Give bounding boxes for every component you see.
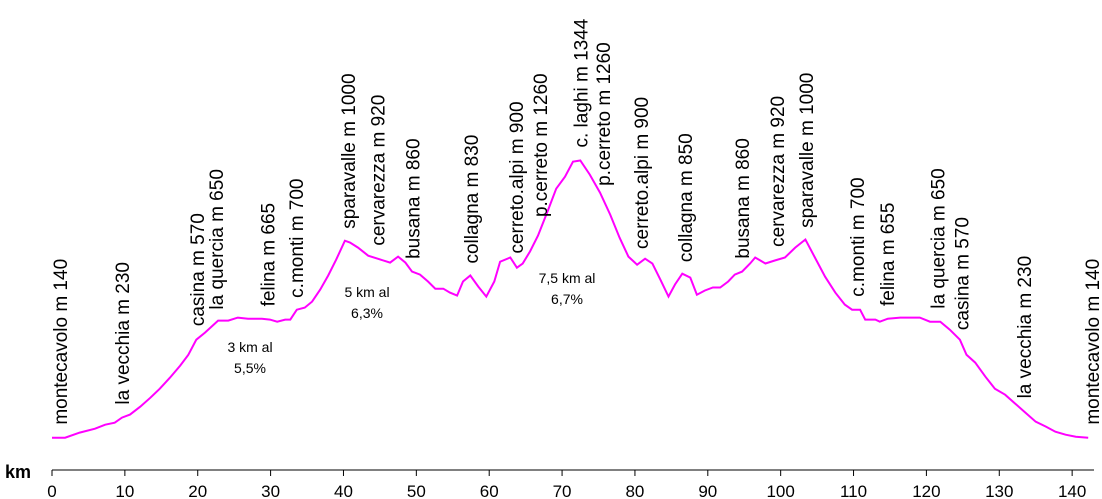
- grade-note: 5 km al: [344, 284, 389, 300]
- x-tick-label: 110: [840, 482, 867, 499]
- x-tick-label: 70: [553, 482, 572, 499]
- x-tick-label: 40: [334, 482, 353, 499]
- place-label: la vecchia m 230: [113, 262, 134, 405]
- x-tick-label: 100: [766, 482, 794, 499]
- x-tick-label: 50: [407, 482, 426, 499]
- place-label: collagna m 830: [462, 135, 483, 264]
- place-label: c.monti m 700: [287, 178, 308, 297]
- place-label: montecavolo m 140: [51, 259, 72, 425]
- place-label: sparavalle m 1000: [339, 73, 360, 228]
- place-label: casina m 570: [188, 213, 209, 326]
- place-label: cerreto.alpi m 900: [632, 97, 653, 249]
- place-label: la vecchia m 230: [1015, 256, 1036, 399]
- x-tick-label: 140: [1058, 482, 1086, 499]
- x-tick-label: 10: [115, 482, 134, 499]
- place-label: cervarezza m 920: [768, 96, 789, 247]
- place-label: collagna m 850: [676, 133, 697, 262]
- x-tick-label: 20: [188, 482, 207, 499]
- place-label: montecavolo m 140: [1083, 259, 1102, 425]
- x-tick-label: 90: [698, 482, 717, 499]
- place-label: la quercia m 650: [207, 169, 228, 309]
- x-tick-label: 0: [47, 482, 56, 499]
- x-tick-label: 30: [261, 482, 280, 499]
- grade-note: 7,5 km al: [539, 270, 596, 286]
- place-label: busana m 860: [733, 138, 754, 258]
- place-label: cervarezza m 920: [369, 95, 390, 246]
- grade-note: 5,5%: [234, 360, 266, 376]
- grade-note: 6,3%: [351, 305, 383, 321]
- place-label: felina m 655: [878, 202, 899, 306]
- place-label: p.cerreto m 1260: [531, 73, 552, 217]
- place-label: felina m 665: [259, 203, 280, 307]
- grade-note: 6,7%: [551, 291, 583, 307]
- x-tick-label: 120: [912, 482, 940, 499]
- place-label: sparavalle m 1000: [797, 73, 818, 228]
- x-tick-label: 60: [480, 482, 499, 499]
- place-label: la quercia m 650: [928, 168, 949, 308]
- place-label: c. laghi m 1344: [571, 18, 592, 147]
- elevation-line: [52, 159, 1089, 439]
- x-tick-label: 130: [985, 482, 1013, 499]
- x-axis-label: km: [5, 462, 31, 482]
- place-label: busana m 860: [404, 138, 425, 258]
- place-label: c.monti m 700: [848, 177, 869, 296]
- grade-note: 3 km al: [227, 339, 272, 355]
- x-tick-label: 80: [625, 482, 644, 499]
- place-label: casina m 570: [952, 217, 973, 330]
- place-label: p.cerreto m 1260: [594, 42, 615, 186]
- place-label: cerreto.alpi m 900: [507, 101, 528, 253]
